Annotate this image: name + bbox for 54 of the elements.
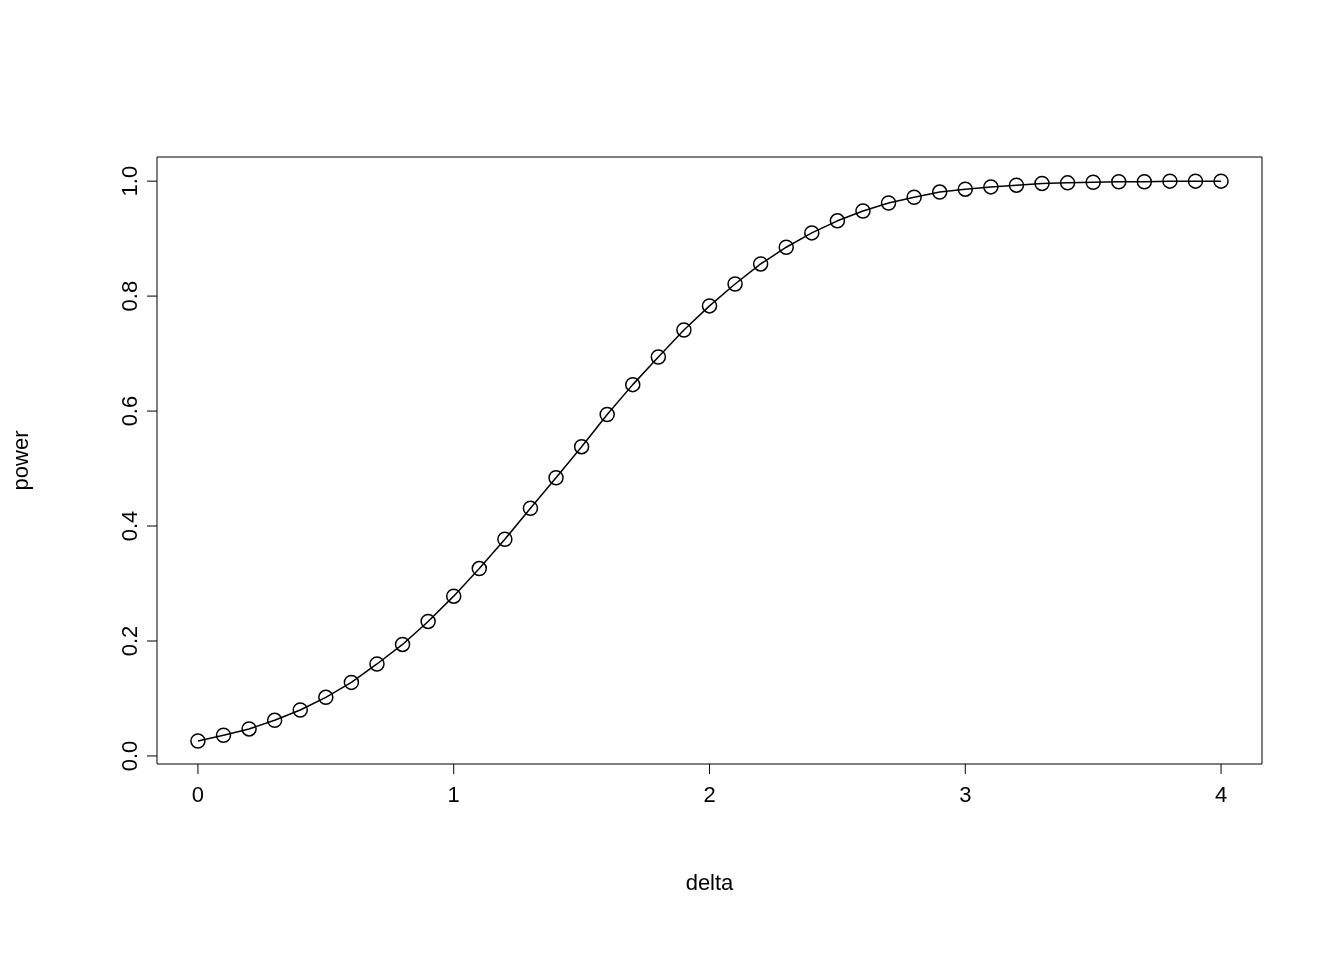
point (1136, 173, 1153, 190)
point (778, 239, 794, 255)
point (420, 613, 436, 630)
y-tick-label: 0.8 (117, 280, 142, 312)
point (625, 376, 641, 393)
point (471, 560, 488, 577)
point (1059, 175, 1076, 191)
point (497, 531, 513, 547)
point (931, 184, 948, 200)
point (1213, 173, 1229, 189)
point (1111, 173, 1127, 190)
point (343, 674, 360, 691)
point (599, 406, 615, 423)
point (548, 469, 564, 486)
x-tick-label: 3 (959, 781, 972, 807)
point (752, 256, 769, 272)
point (190, 733, 206, 749)
point (215, 727, 232, 744)
point (906, 189, 922, 205)
point (855, 203, 871, 219)
point (650, 349, 667, 365)
y-tick-label: 0.4 (117, 510, 142, 542)
point (880, 195, 897, 211)
x-axis-title: delta (685, 869, 735, 895)
y-axis-title: power (7, 430, 33, 491)
y-tick-label: 0.6 (117, 395, 142, 427)
point (804, 225, 820, 241)
point (1034, 175, 1050, 192)
point (1085, 174, 1101, 191)
point (957, 181, 974, 197)
x-tick-label: 0 (191, 781, 205, 807)
point (369, 656, 385, 672)
point (1162, 173, 1178, 189)
point (1187, 173, 1204, 189)
point (829, 213, 846, 229)
point (445, 588, 462, 604)
point (318, 689, 334, 706)
point (241, 721, 257, 737)
y-tick-label: 0.2 (117, 625, 142, 657)
point (573, 438, 590, 455)
point (983, 179, 999, 195)
x-tick-label: 2 (703, 781, 716, 807)
point (676, 322, 692, 338)
point (522, 500, 539, 516)
y-tick-label: 1.0 (117, 165, 142, 197)
point (394, 636, 411, 653)
point (292, 702, 308, 718)
point (727, 276, 743, 292)
point (1008, 177, 1025, 193)
x-tick-label: 1 (447, 781, 460, 807)
point (701, 298, 718, 314)
point (266, 712, 283, 729)
x-tick-label: 4 (1214, 781, 1228, 807)
y-tick-label: 0.0 (117, 740, 142, 772)
